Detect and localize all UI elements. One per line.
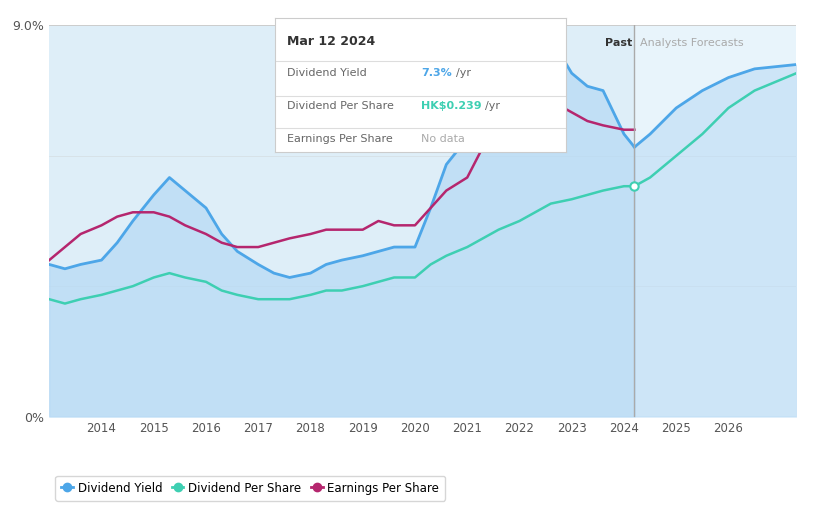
Text: Mar 12 2024: Mar 12 2024	[287, 35, 375, 48]
Text: /yr: /yr	[456, 68, 470, 78]
Text: Dividend Yield: Dividend Yield	[287, 68, 366, 78]
Legend: Dividend Yield, Dividend Per Share, Earnings Per Share: Dividend Yield, Dividend Per Share, Earn…	[55, 476, 445, 500]
Text: Analysts Forecasts: Analysts Forecasts	[640, 38, 743, 48]
Bar	[49, 25, 635, 417]
Bar	[635, 25, 796, 417]
Text: Dividend Per Share: Dividend Per Share	[287, 101, 393, 111]
Text: 7.3%: 7.3%	[421, 68, 452, 78]
Text: /yr: /yr	[485, 101, 500, 111]
Text: No data: No data	[421, 134, 465, 144]
Text: Earnings Per Share: Earnings Per Share	[287, 134, 392, 144]
Text: Past: Past	[604, 38, 632, 48]
Text: HK$0.239: HK$0.239	[421, 101, 481, 111]
